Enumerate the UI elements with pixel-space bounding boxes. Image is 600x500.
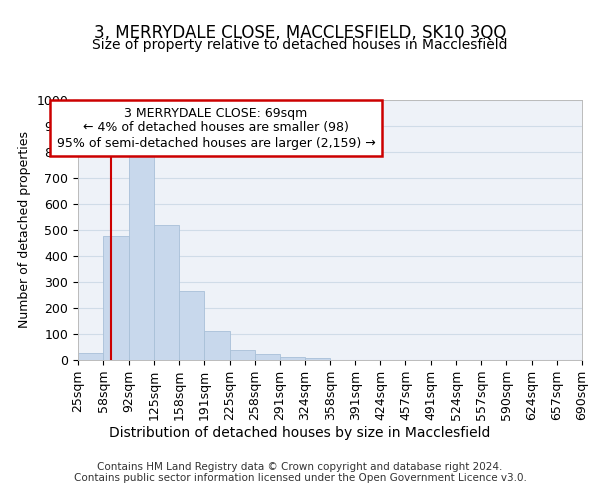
Bar [204, 332, 230, 360]
Text: 3, MERRYDALE CLOSE, MACCLESFIELD, SK10 3QQ: 3, MERRYDALE CLOSE, MACCLESFIELD, SK10 3… [94, 24, 506, 42]
Bar [280, 357, 305, 360]
Bar [103, 236, 129, 360]
Bar [305, 358, 331, 360]
Text: Distribution of detached houses by size in Macclesfield: Distribution of detached houses by size … [109, 426, 491, 440]
Y-axis label: Number of detached properties: Number of detached properties [18, 132, 31, 328]
Bar [129, 147, 154, 360]
Bar [179, 291, 204, 360]
Bar [230, 350, 254, 360]
Text: 3 MERRYDALE CLOSE: 69sqm
← 4% of detached houses are smaller (98)
95% of semi-de: 3 MERRYDALE CLOSE: 69sqm ← 4% of detache… [56, 106, 376, 150]
Bar [154, 225, 179, 360]
Text: Contains HM Land Registry data © Crown copyright and database right 2024.
Contai: Contains HM Land Registry data © Crown c… [74, 462, 526, 483]
Text: Size of property relative to detached houses in Macclesfield: Size of property relative to detached ho… [92, 38, 508, 52]
Bar [78, 352, 103, 360]
Bar [254, 354, 280, 360]
